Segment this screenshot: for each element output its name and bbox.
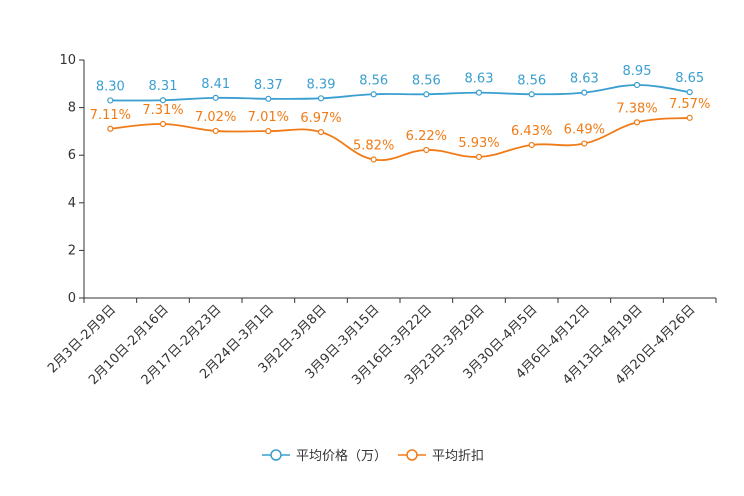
data-point[interactable] bbox=[265, 95, 272, 102]
data-point[interactable] bbox=[423, 91, 430, 98]
data-point[interactable] bbox=[370, 91, 377, 98]
series-line-0 bbox=[110, 84, 690, 102]
data-label: 8.39 bbox=[307, 77, 336, 92]
legend-item-price[interactable]: 平均价格（万） bbox=[262, 448, 387, 464]
data-label: 8.37 bbox=[254, 78, 283, 93]
data-label: 6.22% bbox=[406, 129, 447, 144]
data-point[interactable] bbox=[633, 81, 641, 89]
data-point[interactable] bbox=[528, 91, 535, 98]
data-point[interactable] bbox=[370, 156, 377, 163]
data-point[interactable] bbox=[475, 153, 483, 160]
data-label: 8.63 bbox=[465, 72, 494, 87]
y-tick-label: 8 bbox=[68, 101, 76, 116]
series-points bbox=[107, 81, 693, 163]
legend-label-price: 平均价格（万） bbox=[296, 448, 387, 464]
data-point[interactable] bbox=[265, 128, 272, 135]
data-label: 8.31 bbox=[149, 79, 178, 94]
series-lines bbox=[110, 84, 690, 162]
data-point[interactable] bbox=[317, 95, 325, 102]
legend[interactable]: 平均价格（万） 平均折扣 bbox=[262, 448, 484, 464]
data-point[interactable] bbox=[633, 119, 641, 126]
data-label: 6.43% bbox=[511, 124, 552, 139]
data-label: 8.41 bbox=[201, 77, 230, 92]
data-label: 7.02% bbox=[195, 110, 236, 125]
data-point[interactable] bbox=[686, 114, 693, 121]
data-label: 8.56 bbox=[517, 73, 546, 88]
data-label: 6.97% bbox=[300, 111, 341, 126]
legend-item-discount[interactable]: 平均折扣 bbox=[398, 449, 484, 464]
y-tick-label: 2 bbox=[68, 243, 76, 258]
data-label: 8.95 bbox=[623, 64, 652, 79]
data-label: 7.57% bbox=[669, 97, 710, 112]
data-labels: 8.30 8.31 8.41 8.37 8.39 8.56 8.56 8.63 8.56 8.63… bbox=[90, 64, 711, 153]
data-label: 7.38% bbox=[616, 101, 657, 116]
data-label: 8.56 bbox=[359, 73, 388, 88]
data-point[interactable] bbox=[159, 97, 167, 104]
data-point[interactable] bbox=[212, 94, 219, 101]
data-label: 8.30 bbox=[96, 79, 125, 94]
data-label: 8.65 bbox=[675, 71, 704, 86]
data-point[interactable] bbox=[581, 140, 588, 147]
data-label: 5.93% bbox=[458, 136, 499, 151]
series-line-1 bbox=[110, 116, 690, 162]
legend-marker-discount bbox=[406, 449, 418, 461]
data-label: 7.01% bbox=[248, 110, 289, 125]
data-point[interactable] bbox=[686, 89, 693, 96]
data-label: 6.49% bbox=[564, 123, 605, 138]
data-point[interactable] bbox=[107, 125, 114, 132]
data-label: 7.11% bbox=[90, 108, 131, 123]
data-label: 8.56 bbox=[412, 73, 441, 88]
data-label: 7.31% bbox=[142, 103, 183, 118]
data-label: 8.63 bbox=[570, 72, 599, 87]
data-point[interactable] bbox=[423, 146, 430, 154]
y-tick-label: 6 bbox=[68, 148, 76, 163]
data-point[interactable] bbox=[107, 97, 114, 104]
legend-marker-price bbox=[270, 449, 282, 461]
data-point[interactable] bbox=[212, 127, 219, 135]
y-tick-label: 4 bbox=[68, 196, 76, 211]
y-tick-label: 10 bbox=[59, 53, 76, 68]
data-point[interactable] bbox=[159, 120, 167, 128]
data-point[interactable] bbox=[317, 129, 325, 136]
legend-label-discount: 平均折扣 bbox=[432, 449, 484, 464]
data-point[interactable] bbox=[528, 141, 535, 149]
data-point[interactable] bbox=[475, 89, 483, 96]
y-tick-label: 0 bbox=[68, 291, 76, 306]
data-label: 5.82% bbox=[353, 138, 394, 153]
data-point[interactable] bbox=[581, 89, 588, 96]
